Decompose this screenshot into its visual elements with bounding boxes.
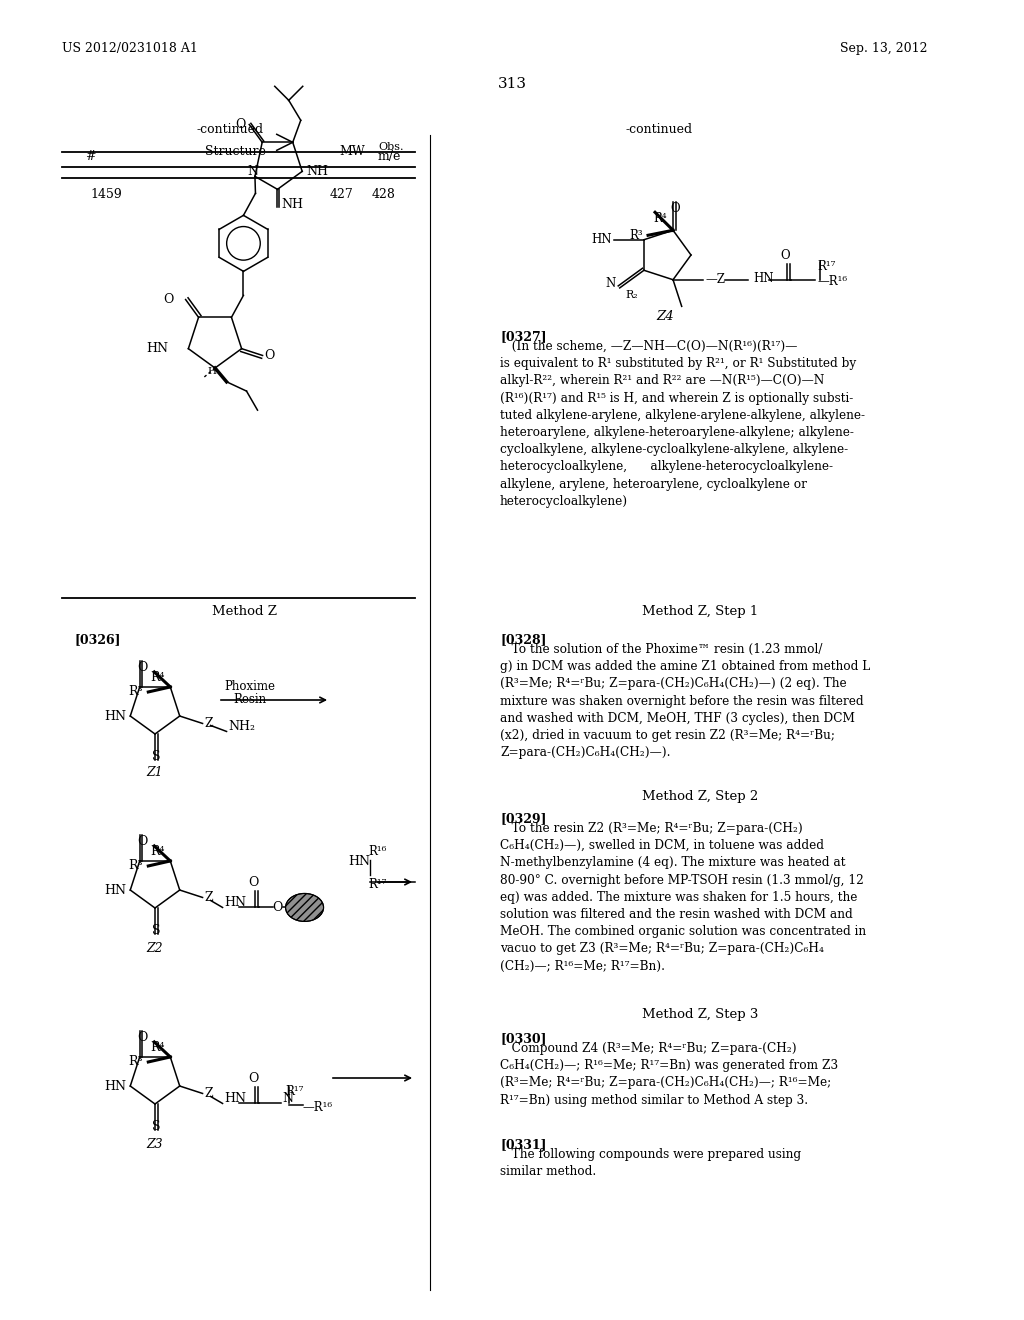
Text: O: O [272,902,283,913]
Text: HN: HN [753,272,773,285]
Text: MW: MW [339,145,365,158]
Text: m/e: m/e [378,150,401,162]
Text: R³: R³ [630,228,643,242]
Text: Compound Z4 (R³=Me; R⁴=ʳBu; Z=para-(CH₂)
C₆H₄(CH₂)—; R¹⁶=Me; R¹⁷=Bn) was generat: Compound Z4 (R³=Me; R⁴=ʳBu; Z=para-(CH₂)… [500,1041,838,1106]
Text: -continued: -continued [625,123,692,136]
Text: NH: NH [306,165,328,178]
Text: HN: HN [348,855,370,869]
Text: Obs.: Obs. [378,143,403,152]
Text: 427: 427 [330,187,353,201]
Text: O: O [137,836,147,847]
Text: —R¹⁶: —R¹⁶ [817,276,847,288]
Text: S: S [152,1119,160,1133]
Text: Sep. 13, 2012: Sep. 13, 2012 [840,42,928,55]
Text: [0331]: [0331] [500,1138,547,1151]
Text: O: O [264,348,274,362]
Text: Method Z, Step 3: Method Z, Step 3 [642,1008,758,1020]
Text: Structure: Structure [205,145,265,158]
Text: HN: HN [104,1080,126,1093]
Text: O: O [249,876,259,890]
Text: Method Z, Step 1: Method Z, Step 1 [642,605,758,618]
Text: R₂: R₂ [626,290,638,300]
Text: R¹⁶: R¹⁶ [368,845,386,858]
Text: N: N [283,1093,294,1105]
Text: Z4: Z4 [656,310,674,323]
Text: 313: 313 [498,77,526,91]
Text: R⁴: R⁴ [151,671,165,684]
Text: O: O [234,117,245,131]
Text: [0330]: [0330] [500,1032,547,1045]
Text: R⁴: R⁴ [151,845,165,858]
Text: R¹⁷: R¹⁷ [286,1085,304,1098]
Text: [0326]: [0326] [75,634,122,645]
Text: —Z: —Z [706,273,725,286]
Text: #: # [85,150,95,162]
Text: To the solution of the Phoxime™ resin (1.23 mmol/
g) in DCM was added the amine : To the solution of the Phoxime™ resin (1… [500,643,870,759]
Text: NH: NH [282,198,303,211]
Text: S: S [152,750,160,763]
Text: Method Z: Method Z [213,605,278,618]
Text: R¹⁷: R¹⁷ [368,878,386,891]
Text: -continued: -continued [197,123,263,136]
Text: HN: HN [146,342,168,355]
Text: O: O [249,1072,259,1085]
Text: HN: HN [224,1093,247,1105]
Text: Z2: Z2 [146,942,163,954]
Text: H: H [207,367,216,376]
Text: O: O [671,202,680,215]
Text: Resin: Resin [233,693,266,706]
Text: R³: R³ [128,1056,142,1068]
Text: (In the scheme, —Z—NH—C(O)—N(R¹⁶)(R¹⁷)—
is equivalent to R¹ substituted by R²¹, : (In the scheme, —Z—NH—C(O)—N(R¹⁶)(R¹⁷)— … [500,341,865,508]
Text: O: O [163,293,174,306]
Text: HN: HN [224,896,247,909]
Text: To the resin Z2 (R³=Me; R⁴=ʳBu; Z=para-(CH₂)
C₆H₄(CH₂)—), swelled in DCM, in tol: To the resin Z2 (R³=Me; R⁴=ʳBu; Z=para-(… [500,822,866,973]
Text: [0328]: [0328] [500,634,547,645]
Text: [0327]: [0327] [500,330,547,343]
Text: R⁴: R⁴ [653,213,667,226]
Text: Z1: Z1 [146,766,163,779]
Text: Z3: Z3 [146,1138,163,1151]
Text: R⁴: R⁴ [151,1041,165,1053]
Text: O: O [137,661,147,675]
Text: 1459: 1459 [90,187,122,201]
Text: Method Z, Step 2: Method Z, Step 2 [642,789,758,803]
Text: HN: HN [592,234,612,247]
Text: —R¹⁶: —R¹⁶ [302,1101,333,1114]
Text: O: O [780,248,790,261]
Text: Z: Z [205,717,213,730]
Text: R³: R³ [128,685,142,698]
Text: Phoxime: Phoxime [224,680,275,693]
Text: O: O [137,1031,147,1044]
Text: R³: R³ [128,859,142,873]
Text: N: N [605,277,615,290]
Text: NH₂: NH₂ [228,721,256,734]
Ellipse shape [286,894,324,921]
Text: HN: HN [104,710,126,722]
Text: 428: 428 [371,187,395,201]
Text: HN: HN [104,883,126,896]
Text: [0329]: [0329] [500,812,547,825]
Text: US 2012/0231018 A1: US 2012/0231018 A1 [62,42,198,55]
Text: Z: Z [205,1086,213,1100]
Text: Z: Z [205,891,213,904]
Text: R¹⁷: R¹⁷ [817,260,836,273]
Text: N: N [248,165,258,178]
Text: S: S [152,924,160,937]
Text: The following compounds were prepared using
similar method.: The following compounds were prepared us… [500,1148,801,1179]
